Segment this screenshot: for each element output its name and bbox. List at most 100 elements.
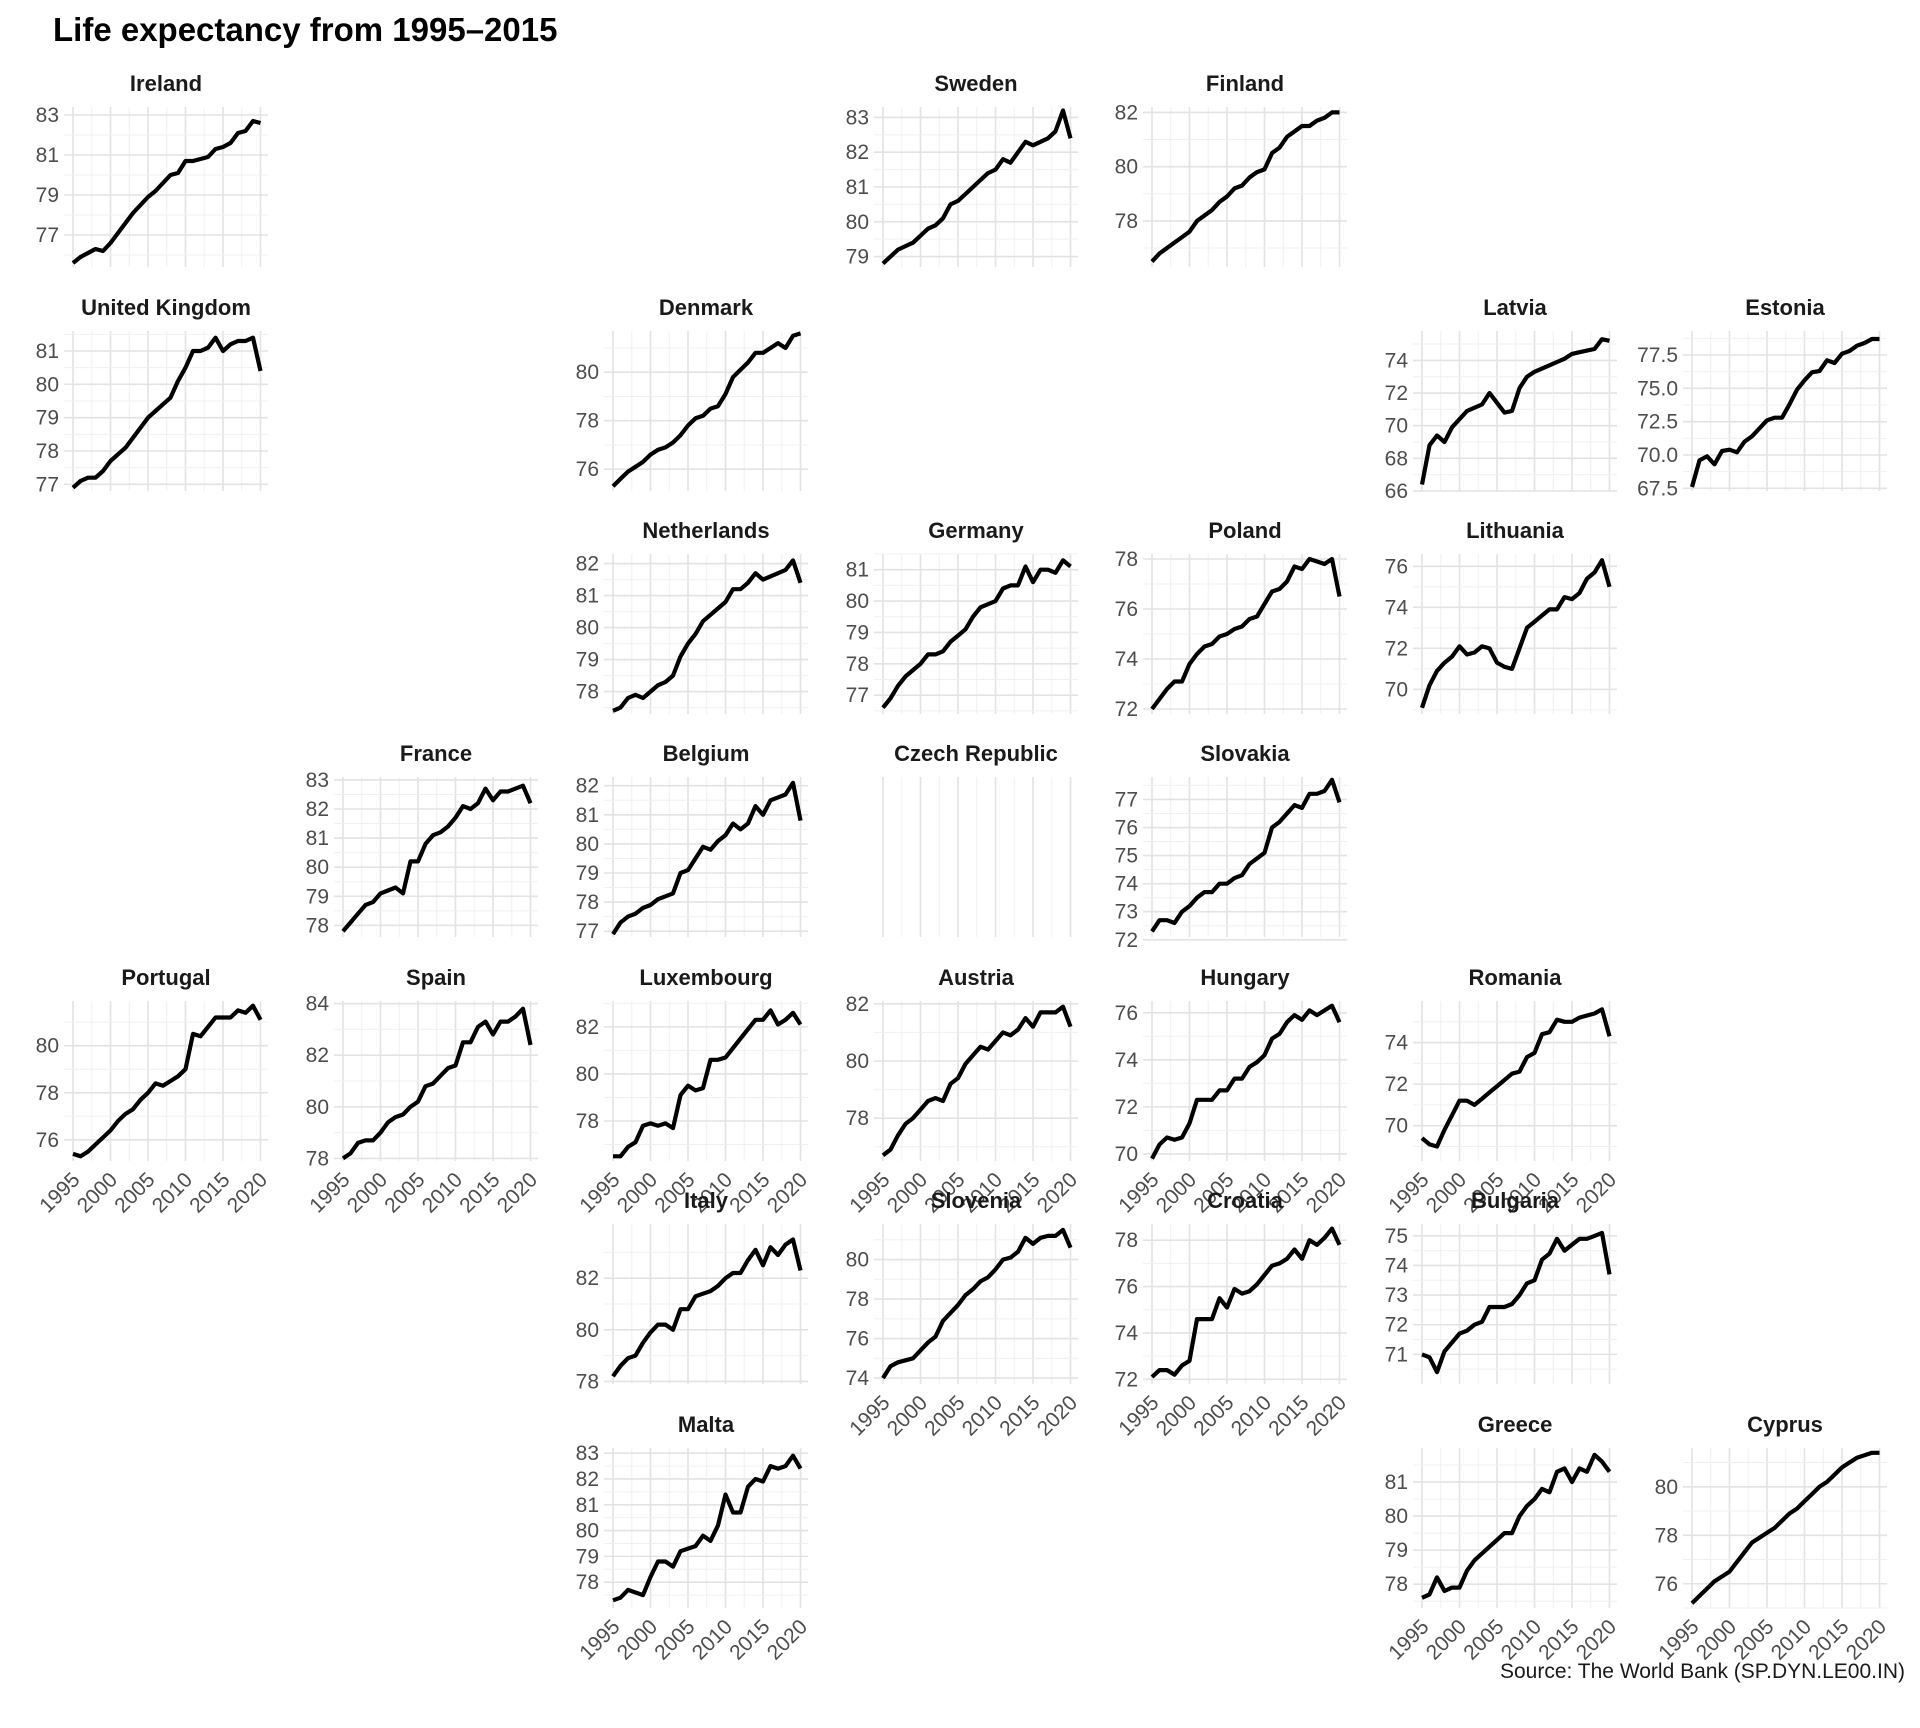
y-tick-label: 74 <box>1115 1322 1139 1345</box>
series-line-luxembourg <box>613 1008 803 1159</box>
y-tick-label: 78 <box>36 1082 59 1105</box>
y-tick-label: 71 <box>1385 1343 1408 1366</box>
panel-title: Belgium <box>663 741 750 766</box>
series-line-malta <box>612 1453 803 1603</box>
y-tick-label: 83 <box>36 104 59 127</box>
y-tick-label: 74 <box>1115 873 1139 896</box>
y-tick-label: 76 <box>1115 1002 1138 1025</box>
x-tick-label: 2005 <box>110 1168 159 1217</box>
y-tick-label: 76 <box>1385 555 1408 578</box>
panel-title: Cyprus <box>1747 1412 1823 1437</box>
y-tick-label: 72 <box>1385 1073 1408 1096</box>
y-tick-label: 79 <box>1385 1539 1408 1562</box>
x-tick-label: 2010 <box>148 1168 197 1217</box>
y-tick-label: 80 <box>1115 156 1138 179</box>
x-tick-label: 2020 <box>1033 1168 1082 1217</box>
y-tick-label: 79 <box>306 885 329 908</box>
y-tick-label: 81 <box>306 827 329 850</box>
y-tick-label: 77 <box>1115 788 1138 811</box>
y-tick-label: 78 <box>846 653 869 676</box>
series-line-greece <box>1421 1452 1612 1600</box>
y-tick-label: 77 <box>576 920 599 943</box>
x-tick-label: 2010 <box>958 1391 1007 1440</box>
panel-title: Bulgaria <box>1471 1188 1560 1213</box>
y-tick-label: 78 <box>846 1107 869 1130</box>
y-tick-label: 74 <box>1385 1032 1409 1055</box>
series-line-croatia <box>1150 1226 1342 1379</box>
y-tick-label: 82 <box>1115 101 1138 124</box>
y-tick-label: 77 <box>36 473 59 496</box>
panel-title: Malta <box>678 1412 735 1437</box>
y-tick-label: 82 <box>576 1016 599 1039</box>
x-tick-label: 2010 <box>688 1615 737 1664</box>
x-tick-label: 2005 <box>1729 1615 1778 1664</box>
series-line-portugal <box>72 1003 263 1159</box>
y-tick-label: 80 <box>846 590 869 613</box>
y-tick-label: 74 <box>1385 1254 1409 1277</box>
x-tick-label: 1995 <box>1114 1168 1163 1217</box>
y-tick-label: 79 <box>36 184 59 207</box>
chart-title: Life expectancy from 1995–2015 <box>53 11 557 48</box>
y-tick-label: 70.0 <box>1637 444 1678 467</box>
series-line-sweden <box>881 108 1073 266</box>
x-tick-label: 2020 <box>1842 1615 1891 1664</box>
panel-title: Luxembourg <box>639 965 772 990</box>
series-line-austria <box>881 1004 1073 1157</box>
x-tick-label: 2020 <box>1033 1391 1082 1440</box>
y-tick-label: 79 <box>576 1545 599 1568</box>
y-tick-label: 74 <box>1115 648 1139 671</box>
x-tick-label: 2020 <box>1572 1615 1621 1664</box>
x-tick-label: 2000 <box>613 1615 662 1664</box>
y-tick-label: 80 <box>576 617 599 640</box>
panel-title: Finland <box>1206 71 1284 96</box>
y-tick-label: 79 <box>576 862 599 885</box>
x-tick-label: 2000 <box>1422 1615 1471 1664</box>
series-line-belgium <box>611 780 803 936</box>
y-tick-label: 84 <box>306 993 330 1016</box>
panel-title: Romania <box>1469 965 1563 990</box>
series-line-spain <box>341 1006 533 1161</box>
x-tick-label: 2015 <box>185 1168 234 1217</box>
y-tick-label: 76 <box>846 1328 869 1351</box>
y-tick-label: 82 <box>576 1267 599 1290</box>
y-tick-label: 74 <box>1385 349 1409 372</box>
y-tick-label: 80 <box>36 1035 59 1058</box>
series-line-hungary <box>1150 1003 1342 1160</box>
x-tick-label: 2000 <box>1152 1391 1201 1440</box>
panel-title: Portugal <box>121 965 210 990</box>
y-tick-label: 80 <box>576 361 599 384</box>
y-tick-label: 80 <box>846 1249 869 1272</box>
y-tick-label: 79 <box>576 649 599 672</box>
y-tick-label: 79 <box>36 407 59 430</box>
series-line-france <box>341 783 533 933</box>
series-line-lithuania <box>1420 558 1612 709</box>
x-tick-label: 2015 <box>1804 1615 1853 1664</box>
y-tick-label: 79 <box>846 246 869 269</box>
x-tick-label: 2000 <box>613 1168 662 1217</box>
panel-title: Ireland <box>130 71 202 96</box>
y-tick-label: 78 <box>576 1571 599 1594</box>
series-line-finland <box>1150 110 1340 264</box>
x-tick-label: 2020 <box>1572 1168 1621 1217</box>
y-tick-label: 81 <box>576 804 599 827</box>
x-tick-label: 2000 <box>1152 1168 1201 1217</box>
panel-title: Croatia <box>1207 1188 1284 1213</box>
series-line-poland <box>1150 556 1342 711</box>
y-tick-label: 72 <box>1115 1096 1138 1119</box>
y-tick-label: 80 <box>576 1319 599 1342</box>
y-tick-label: 81 <box>36 340 59 363</box>
y-tick-label: 81 <box>846 559 869 582</box>
y-tick-label: 83 <box>846 106 869 129</box>
x-tick-label: 2000 <box>73 1168 122 1217</box>
y-tick-label: 68 <box>1385 447 1408 470</box>
y-tick-label: 74 <box>1115 1049 1139 1072</box>
series-line-bulgaria <box>1421 1230 1612 1375</box>
series-line-cyprus <box>1690 1450 1880 1605</box>
x-tick-label: 1995 <box>1114 1391 1163 1440</box>
y-tick-label: 72 <box>1385 637 1408 660</box>
